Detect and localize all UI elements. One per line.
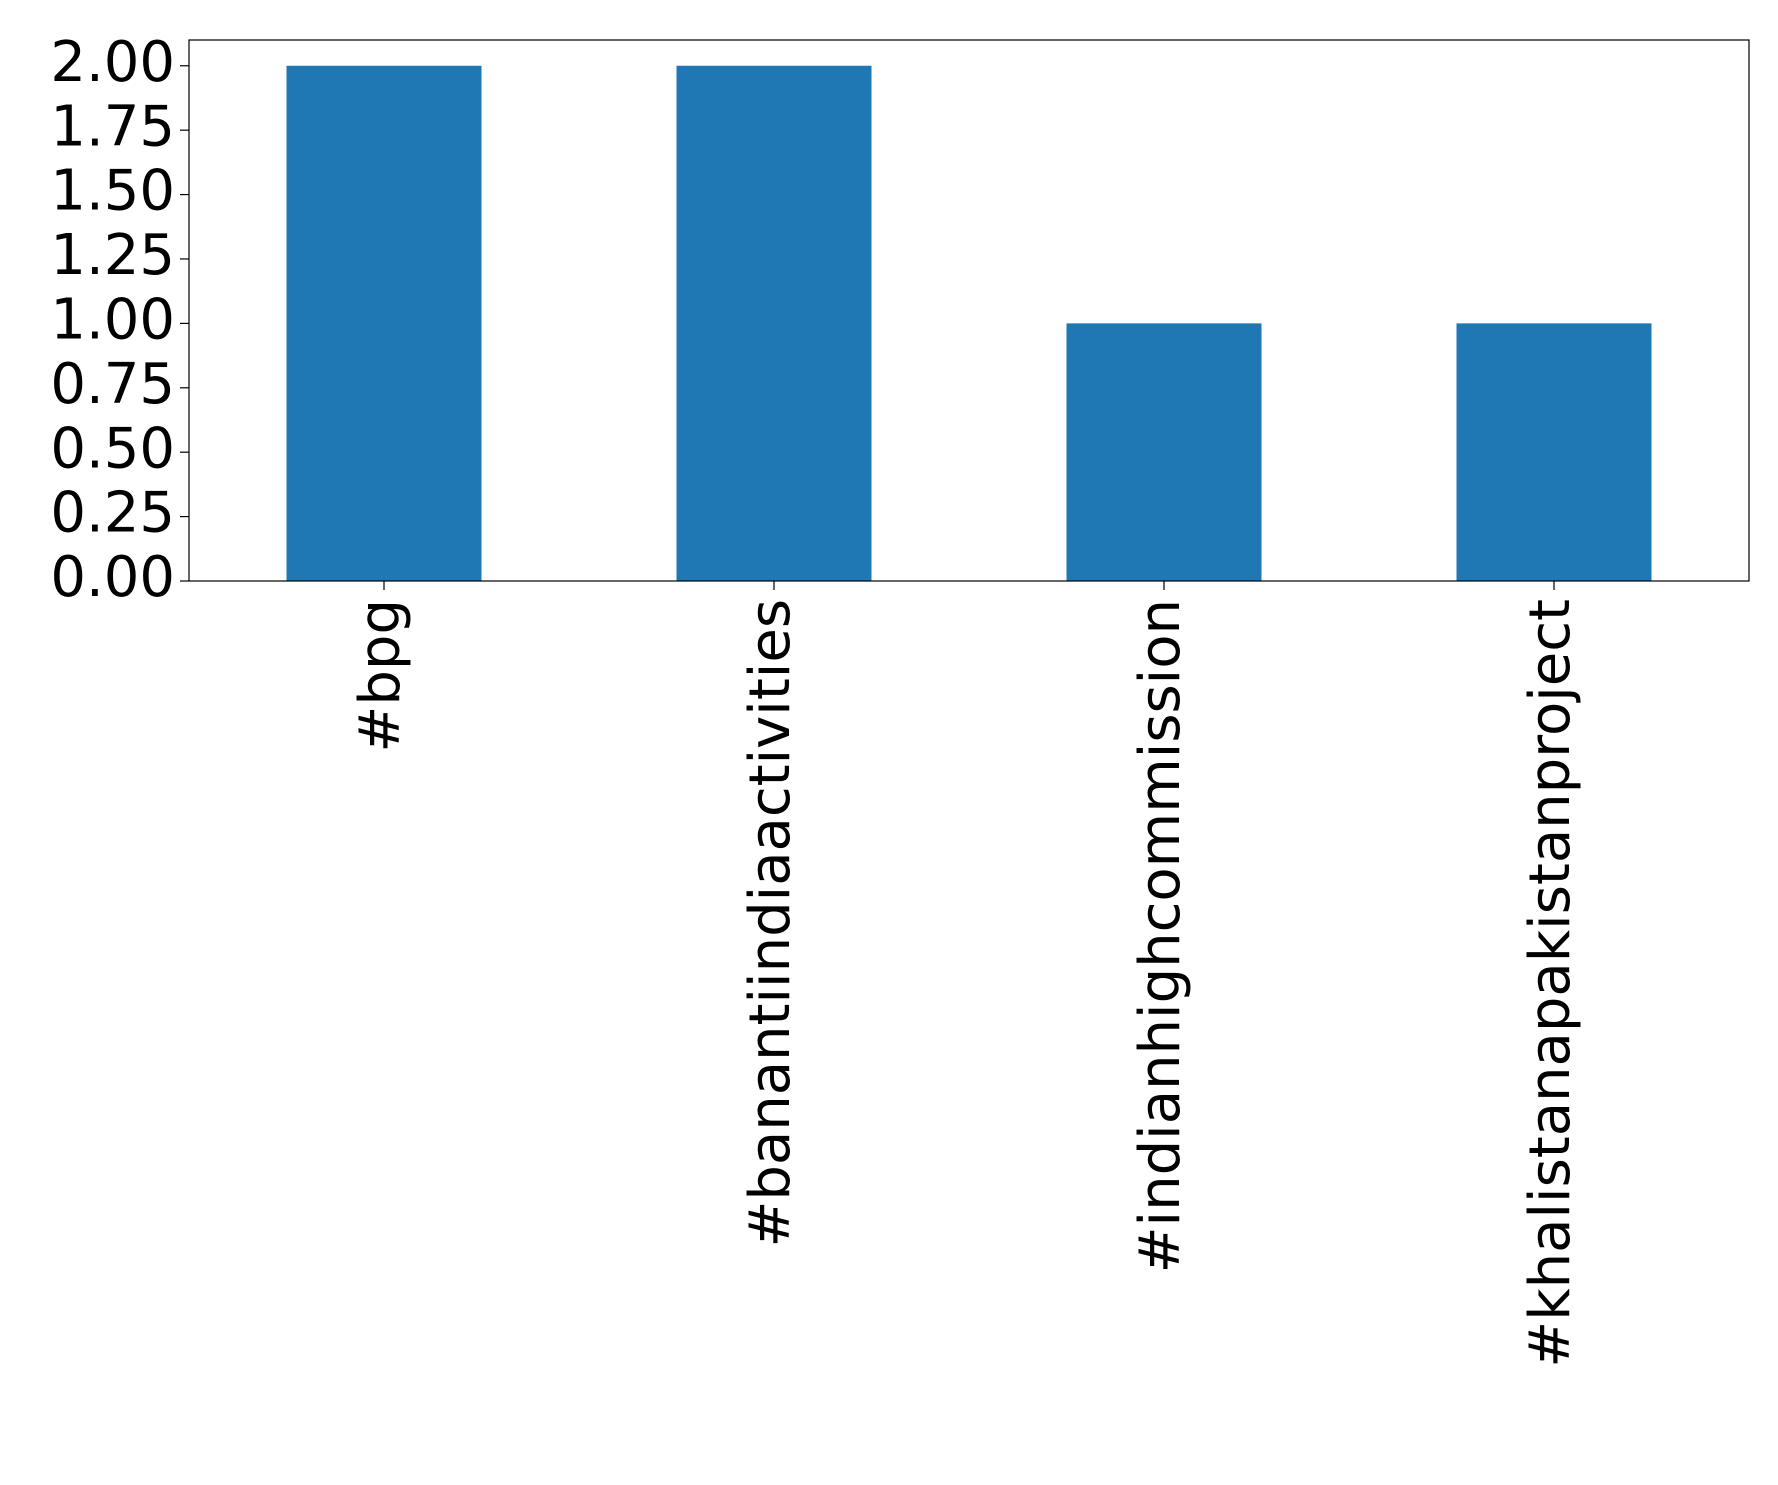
x-tick-label: #khalistanapakistanproject: [1518, 599, 1583, 1368]
bar: [676, 65, 872, 581]
y-tick-label: 0.50: [50, 416, 175, 481]
y-tick-label: 1.25: [50, 223, 175, 288]
y-tick-label: 2.00: [50, 30, 175, 95]
plot-frame: [188, 39, 1750, 582]
bar: [1066, 323, 1262, 581]
y-tick-label: 1.75: [50, 94, 175, 159]
x-tick-label: #indianhighcommission: [1128, 599, 1193, 1273]
x-tick-label: #bpg: [348, 599, 413, 753]
y-tick-label: 1.50: [50, 159, 175, 224]
bar: [286, 65, 482, 581]
bar: [1456, 323, 1652, 581]
y-tick-label: 1.00: [50, 288, 175, 353]
x-tick-label: #banantiindiaactivities: [738, 599, 803, 1248]
y-tick-label: 0.25: [50, 481, 175, 546]
y-tick-label: 0.00: [50, 545, 175, 610]
y-tick-label: 0.75: [50, 352, 175, 417]
